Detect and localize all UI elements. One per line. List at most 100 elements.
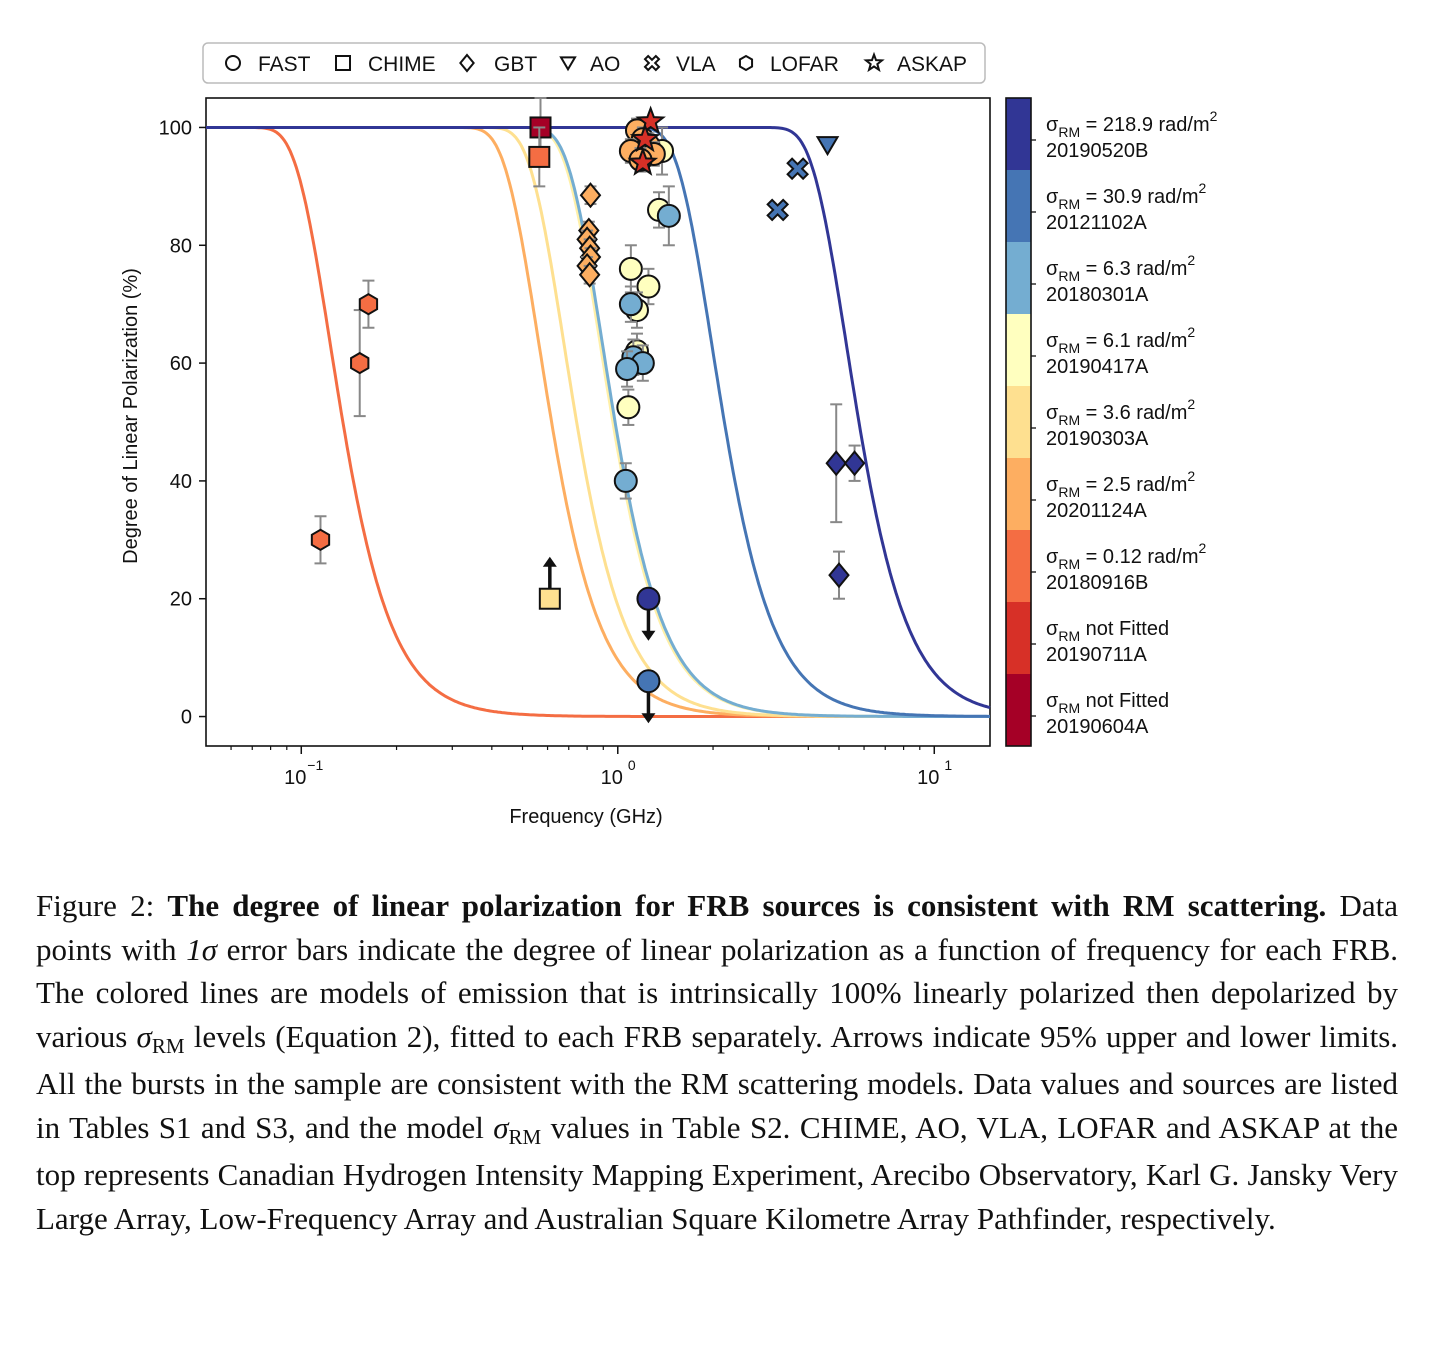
data-point-20190520B-GBT bbox=[843, 450, 866, 477]
colorbar-sigma-symbol: σ bbox=[1046, 258, 1059, 280]
legend-marker-lofar bbox=[738, 54, 754, 72]
legend-label-lofar: LOFAR bbox=[770, 53, 839, 76]
plot-frame bbox=[205, 97, 991, 747]
colorbar-sigma-symbol: σ bbox=[1046, 330, 1059, 352]
limit-arrowhead bbox=[542, 556, 557, 567]
colorbar-sup: 2 bbox=[1199, 540, 1207, 556]
colorbar-sigma-value: not Fitted bbox=[1080, 690, 1169, 712]
colorbar-label-frb: 20190303A bbox=[1046, 428, 1149, 450]
colorbar-label-sigma: σRM = 2.5 rad/m2 bbox=[1046, 468, 1195, 500]
colorbar-label-sigma: σRM = 218.9 rad/m2 bbox=[1046, 108, 1218, 140]
colorbar-sigma-value: = 0.12 rad/m bbox=[1080, 546, 1198, 568]
legend-marker-vla bbox=[643, 54, 661, 72]
colorbar-sigma-value: = 2.5 rad/m bbox=[1080, 474, 1187, 496]
model-curve-20190520B bbox=[206, 126, 991, 710]
model-curve-20180301A bbox=[206, 126, 990, 718]
colorbar-segment bbox=[1006, 242, 1031, 315]
legend-marker-fast bbox=[225, 55, 241, 71]
data-point-20180301A bbox=[618, 292, 643, 317]
data-point-20201124A bbox=[579, 182, 602, 209]
data-point-20180301A bbox=[615, 356, 640, 381]
colorbar-sigma-value: = 218.9 rad/m bbox=[1080, 114, 1210, 136]
colorbar-sigma-sub: RM bbox=[1058, 556, 1080, 572]
colorbar-frame bbox=[1005, 97, 1032, 747]
model-curve-20190303A bbox=[206, 126, 990, 718]
colorbar-label-frb: 20180916B bbox=[1046, 572, 1148, 594]
data-point-20190711A-ASKAP bbox=[635, 105, 666, 135]
data-point-20190417A bbox=[618, 256, 643, 281]
colorbar-label-frb: 20201124A bbox=[1046, 500, 1148, 522]
data-point-20180301A bbox=[613, 468, 638, 493]
y-tick-label: 80 bbox=[170, 235, 192, 257]
legend-marker-chime bbox=[335, 55, 351, 71]
colorbar-sigma-sub: RM bbox=[1058, 628, 1080, 644]
caption-rm-1: RM bbox=[151, 1033, 185, 1058]
colorbar-sigma-sub: RM bbox=[1058, 484, 1080, 500]
colorbar-sigma-symbol: σ bbox=[1046, 474, 1059, 496]
data-point-20121102A-VLA bbox=[786, 157, 810, 181]
colorbar-label-sigma: σRM = 6.1 rad/m2 bbox=[1046, 324, 1195, 356]
colorbar-sigma-value: not Fitted bbox=[1080, 618, 1169, 640]
data-point-20190417A bbox=[616, 395, 641, 420]
colorbar-sup: 2 bbox=[1199, 180, 1207, 196]
model-curve-20201124A bbox=[206, 126, 990, 718]
legend-label-ao: AO bbox=[590, 53, 620, 76]
limit-arrowhead bbox=[641, 713, 656, 724]
colorbar-sup: 2 bbox=[1210, 108, 1218, 124]
colorbar-label-frb: 20190604A bbox=[1046, 716, 1149, 738]
colorbar-sigma-symbol: σ bbox=[1046, 546, 1059, 568]
data-point-20190520B-GBT bbox=[825, 450, 848, 477]
y-tick-label: 40 bbox=[170, 471, 192, 493]
data-point-20190520B bbox=[636, 586, 661, 611]
polarization-figure: FAST CHIME GBT AO VLA LOFAR ASKAP 020406080100… bbox=[120, 42, 1218, 828]
caption-text-3: linearly polarized then depolarized by v… bbox=[36, 975, 1399, 1054]
colorbar-sigma-sub: RM bbox=[1058, 268, 1080, 284]
y-tick-label: 100 bbox=[159, 117, 192, 139]
model-curve-20180916B bbox=[206, 126, 990, 718]
colorbar-segment bbox=[1006, 674, 1031, 747]
caption-text-4: levels (Equation 2), fitted to each FRB … bbox=[193, 1018, 1031, 1054]
colorbar-sigma-symbol: σ bbox=[1046, 618, 1059, 640]
x-tick-exponent: 0 bbox=[628, 757, 636, 773]
colorbar-sigma-value: = 30.9 rad/m bbox=[1080, 186, 1198, 208]
x-tick-exponent: 1 bbox=[944, 757, 952, 773]
x-tick-label: 10 bbox=[917, 767, 939, 789]
limit-arrowhead bbox=[641, 630, 656, 641]
model-curve-20121102A bbox=[206, 126, 990, 718]
colorbar-sigma-sub: RM bbox=[1058, 196, 1080, 212]
colorbar-sigma-sub: RM bbox=[1058, 124, 1080, 140]
colorbar-segment bbox=[1006, 458, 1031, 531]
colorbar-segment bbox=[1006, 170, 1031, 243]
legend-marker-askap bbox=[863, 51, 885, 73]
colorbar-sigma-symbol: σ bbox=[1046, 690, 1059, 712]
model-curves bbox=[206, 126, 991, 718]
colorbar-sigma-symbol: σ bbox=[1046, 402, 1059, 424]
colorbar-label-sigma: σRM = 3.6 rad/m2 bbox=[1046, 396, 1195, 428]
caption-text-1: Data points with bbox=[36, 888, 1399, 967]
colorbar-sigma-value: = 3.6 rad/m bbox=[1080, 402, 1187, 424]
caption-label: Figure 2: bbox=[36, 888, 155, 923]
caption-sigma-1: σ bbox=[136, 1018, 152, 1054]
data-point-20190711A-ASKAP bbox=[627, 146, 659, 176]
legend-label-gbt: GBT bbox=[494, 53, 537, 76]
colorbar-label-sigma: σRM not Fitted bbox=[1046, 618, 1169, 644]
colorbar-segment bbox=[1006, 98, 1031, 171]
x-tick-exponent: −1 bbox=[307, 757, 323, 773]
legend-label-fast: FAST bbox=[258, 53, 311, 76]
y-axis-label: Degree of Linear Polarization (%) bbox=[120, 268, 142, 564]
caption-text-2: error bars indicate the degree of linear… bbox=[36, 931, 1398, 1011]
caption-hundred: 100% bbox=[829, 975, 902, 1010]
y-tick-label: 20 bbox=[170, 589, 192, 611]
data-point-20180916B bbox=[310, 528, 331, 551]
colorbar-segment bbox=[1006, 386, 1031, 459]
colorbar-label-frb: 20180301A bbox=[1046, 284, 1149, 306]
caption-one-sigma: 1σ bbox=[186, 931, 217, 967]
marker-legend: FAST CHIME GBT AO VLA LOFAR ASKAP bbox=[202, 42, 986, 84]
data-point-20190417A bbox=[636, 274, 661, 299]
y-tick-label: 0 bbox=[181, 707, 192, 729]
data-point-20121102A-AO bbox=[815, 136, 840, 157]
data-point-20180301A bbox=[656, 203, 681, 228]
caption-rm-2: RM bbox=[508, 1124, 542, 1149]
colorbar-sigma-symbol: σ bbox=[1046, 186, 1059, 208]
